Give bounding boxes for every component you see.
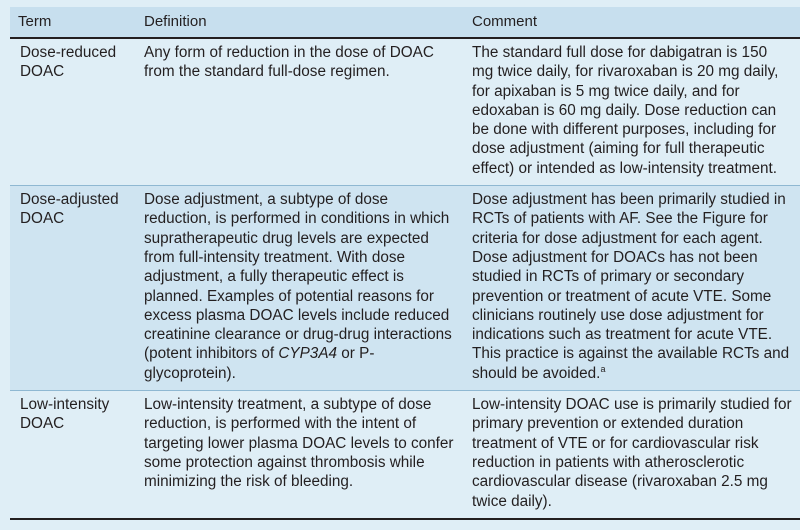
term-cell: Dose-reduced DOAC — [10, 38, 136, 187]
definition-text: Dose adjustment, a subtype of dose reduc… — [144, 191, 452, 363]
comment-text: Dose adjustment has been primarily studi… — [472, 191, 790, 382]
definition-cell: Low-intensity treatment, a subtype of do… — [136, 390, 464, 520]
definition-cell: Dose adjustment, a subtype of dose reduc… — [136, 185, 464, 392]
definition-cell: Any form of reduction in the dose of DOA… — [136, 38, 464, 187]
table-header-row: Term Definition Comment — [10, 7, 800, 39]
term-text: Dose-adjusted — [20, 191, 119, 209]
header-comment: Comment — [464, 7, 800, 39]
table-row: Dose-adjusted DOAC Dose adjustment, a su… — [10, 185, 800, 392]
term-text: DOAC — [20, 63, 65, 81]
definitions-table: Term Definition Comment Dose-reduced DOA… — [10, 7, 800, 520]
table-row: Low-intensity DOAC Low-intensity treatme… — [10, 390, 800, 520]
comment-cell: Dose adjustment has been primarily studi… — [464, 185, 800, 392]
header-definition: Definition — [136, 7, 464, 39]
definition-text: or P-glycoprotein). — [144, 345, 375, 382]
comment-cell: The standard full dose for dabigatran is… — [464, 38, 800, 187]
term-cell: Dose-adjusted DOAC — [10, 185, 136, 392]
term-text: DOAC — [20, 415, 65, 433]
comment-cell: Low-intensity DOAC use is primarily stud… — [464, 390, 800, 520]
term-text: Low-intensity — [20, 396, 110, 414]
term-text: DOAC — [20, 210, 65, 228]
footnote-marker: a — [600, 363, 606, 374]
term-cell: Low-intensity DOAC — [10, 390, 136, 520]
header-term: Term — [10, 7, 136, 39]
definition-italic-text: CYP3A4 — [278, 345, 338, 363]
term-text: Dose-reduced — [20, 44, 117, 61]
table-row: Dose-reduced DOAC Any form of reduction … — [10, 38, 800, 187]
